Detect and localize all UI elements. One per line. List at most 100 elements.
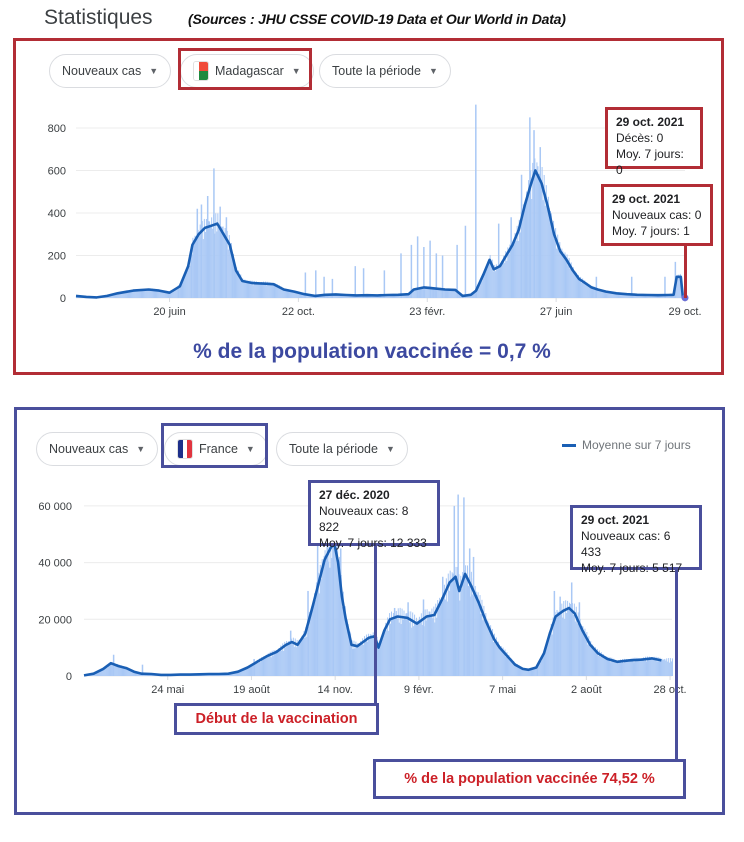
daily-bar-spike	[141, 664, 144, 676]
daily-bar	[359, 643, 361, 676]
daily-bar	[303, 631, 305, 676]
daily-bar	[306, 294, 308, 298]
daily-bar	[267, 281, 269, 298]
daily-bar	[240, 670, 242, 676]
daily-bar-spike	[553, 590, 556, 676]
daily-bar	[587, 283, 589, 298]
daily-bar-spike	[564, 255, 566, 298]
daily-bar	[391, 618, 393, 676]
daily-bar	[523, 668, 525, 676]
daily-bar	[466, 575, 468, 676]
daily-bar	[522, 204, 524, 298]
country-label: Madagascar	[215, 64, 284, 78]
daily-bar	[429, 611, 431, 676]
daily-bar	[678, 277, 680, 298]
daily-bar	[601, 290, 603, 298]
daily-bar-spike	[595, 276, 598, 298]
daily-bar	[452, 573, 454, 676]
daily-bar	[169, 292, 171, 298]
daily-bar	[510, 657, 512, 676]
daily-bar-spike	[206, 196, 209, 298]
country-dropdown-madagascar[interactable]: Madagascar ▼	[180, 54, 314, 88]
daily-bar	[320, 295, 322, 298]
daily-bar	[297, 292, 299, 298]
daily-bar	[370, 634, 372, 676]
daily-bar	[151, 288, 153, 298]
daily-bar	[637, 660, 639, 676]
daily-bar	[465, 295, 467, 298]
daily-bar	[615, 659, 617, 676]
daily-bar	[412, 289, 414, 298]
daily-bar	[524, 669, 526, 676]
daily-bar	[253, 280, 255, 298]
daily-bar	[651, 657, 653, 676]
vaccination-rate-madagascar: % de la population vaccinée = 0,7 %	[193, 340, 551, 363]
daily-bar	[201, 221, 203, 298]
daily-bar	[395, 610, 397, 676]
daily-bar	[614, 661, 616, 676]
daily-bar	[329, 295, 331, 298]
daily-bar-spike	[578, 602, 581, 676]
daily-bar	[679, 273, 681, 298]
daily-bar	[450, 581, 452, 676]
daily-bar-spike	[225, 217, 228, 298]
daily-bar	[507, 247, 509, 298]
period-dropdown-france[interactable]: Toute la période ▼	[276, 432, 408, 466]
daily-bar	[118, 664, 120, 676]
daily-bar	[356, 295, 358, 298]
daily-bar	[558, 611, 560, 676]
daily-bar	[587, 644, 589, 676]
daily-bar	[447, 573, 449, 676]
daily-bar	[461, 588, 463, 676]
daily-bar	[239, 278, 241, 298]
daily-bar	[470, 571, 472, 676]
daily-bar	[672, 294, 674, 298]
daily-bar	[467, 585, 469, 676]
daily-bar	[675, 282, 677, 298]
daily-bar	[588, 284, 590, 298]
daily-bar	[535, 169, 537, 298]
daily-bar	[660, 295, 662, 298]
daily-bar	[577, 274, 579, 298]
daily-bar	[608, 660, 610, 676]
daily-bar	[269, 651, 271, 676]
daily-bar	[566, 612, 568, 676]
period-dropdown-madagascar[interactable]: Toute la période ▼	[319, 54, 451, 88]
daily-bar	[662, 659, 664, 676]
daily-bar	[279, 650, 281, 676]
daily-bar	[396, 294, 398, 298]
daily-bar	[322, 564, 324, 676]
daily-bar	[494, 643, 496, 676]
daily-bar	[576, 623, 578, 676]
daily-bar	[636, 294, 638, 298]
daily-bar	[334, 294, 336, 298]
daily-bar	[602, 289, 604, 298]
daily-bar	[314, 593, 316, 676]
tooltip-date: 29 oct. 2021	[612, 192, 681, 206]
daily-bar	[241, 281, 243, 298]
daily-bar	[364, 636, 366, 676]
daily-bar	[160, 290, 162, 298]
daily-bar	[591, 645, 593, 676]
daily-bar	[627, 293, 629, 298]
daily-bar	[561, 248, 563, 298]
daily-bar	[96, 672, 98, 676]
daily-bar	[621, 659, 623, 676]
daily-bar	[431, 608, 433, 676]
daily-bar	[384, 630, 386, 676]
daily-bar	[493, 642, 495, 676]
daily-bar	[421, 625, 423, 676]
daily-bar	[329, 567, 331, 676]
daily-bar	[568, 607, 570, 676]
daily-bar	[485, 613, 487, 676]
metric-dropdown-france[interactable]: Nouveaux cas ▼	[36, 432, 159, 466]
daily-bar	[581, 625, 583, 676]
metric-dropdown-madagascar[interactable]: Nouveaux cas ▼	[49, 54, 172, 88]
daily-bar	[594, 289, 596, 298]
daily-bar	[395, 294, 397, 298]
daily-bar	[597, 288, 599, 298]
daily-bar	[635, 661, 637, 676]
daily-bar	[440, 600, 442, 676]
daily-bar	[593, 646, 595, 676]
